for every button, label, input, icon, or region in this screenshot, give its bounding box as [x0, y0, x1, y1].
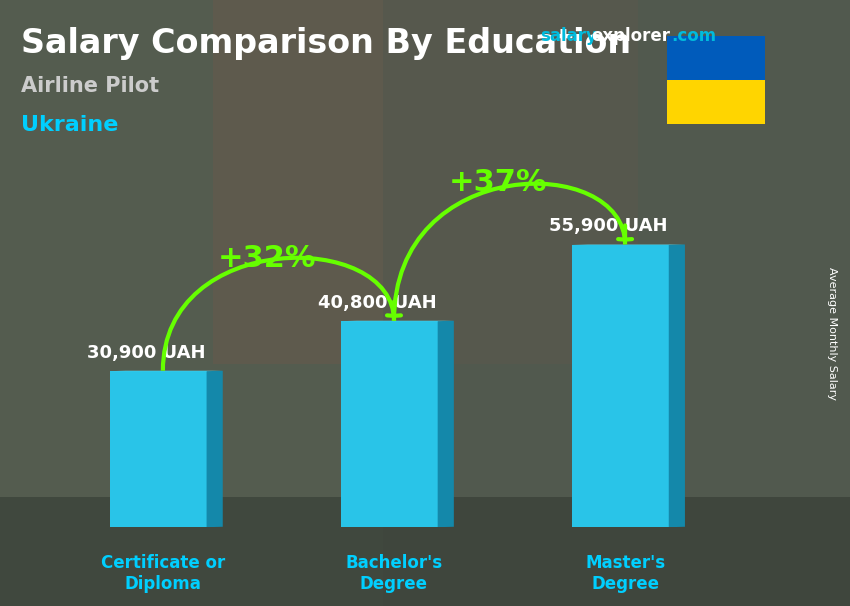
- Polygon shape: [669, 244, 685, 527]
- Text: Airline Pilot: Airline Pilot: [21, 76, 159, 96]
- Polygon shape: [207, 371, 223, 527]
- Text: +37%: +37%: [449, 168, 547, 197]
- Text: Master's
Degree: Master's Degree: [585, 554, 666, 593]
- Text: 40,800 UAH: 40,800 UAH: [318, 294, 437, 311]
- Text: Salary Comparison By Education: Salary Comparison By Education: [21, 27, 632, 60]
- Text: Average Monthly Salary: Average Monthly Salary: [827, 267, 837, 400]
- Text: +32%: +32%: [218, 244, 316, 273]
- Text: Bachelor's
Degree: Bachelor's Degree: [345, 554, 443, 593]
- Bar: [212, 0, 638, 364]
- Text: .com: .com: [672, 27, 717, 45]
- Polygon shape: [572, 245, 669, 527]
- Polygon shape: [110, 371, 207, 527]
- Text: 55,900 UAH: 55,900 UAH: [549, 218, 668, 235]
- Text: salary: salary: [540, 27, 597, 45]
- Bar: [667, 80, 765, 124]
- Text: 30,900 UAH: 30,900 UAH: [88, 344, 206, 362]
- Bar: [0, 497, 850, 606]
- Bar: [382, 0, 850, 606]
- Bar: [667, 36, 765, 80]
- Text: explorer: explorer: [591, 27, 670, 45]
- Polygon shape: [341, 321, 438, 527]
- Polygon shape: [438, 321, 454, 527]
- Text: Certificate or
Diploma: Certificate or Diploma: [101, 554, 225, 593]
- Text: Ukraine: Ukraine: [21, 115, 119, 135]
